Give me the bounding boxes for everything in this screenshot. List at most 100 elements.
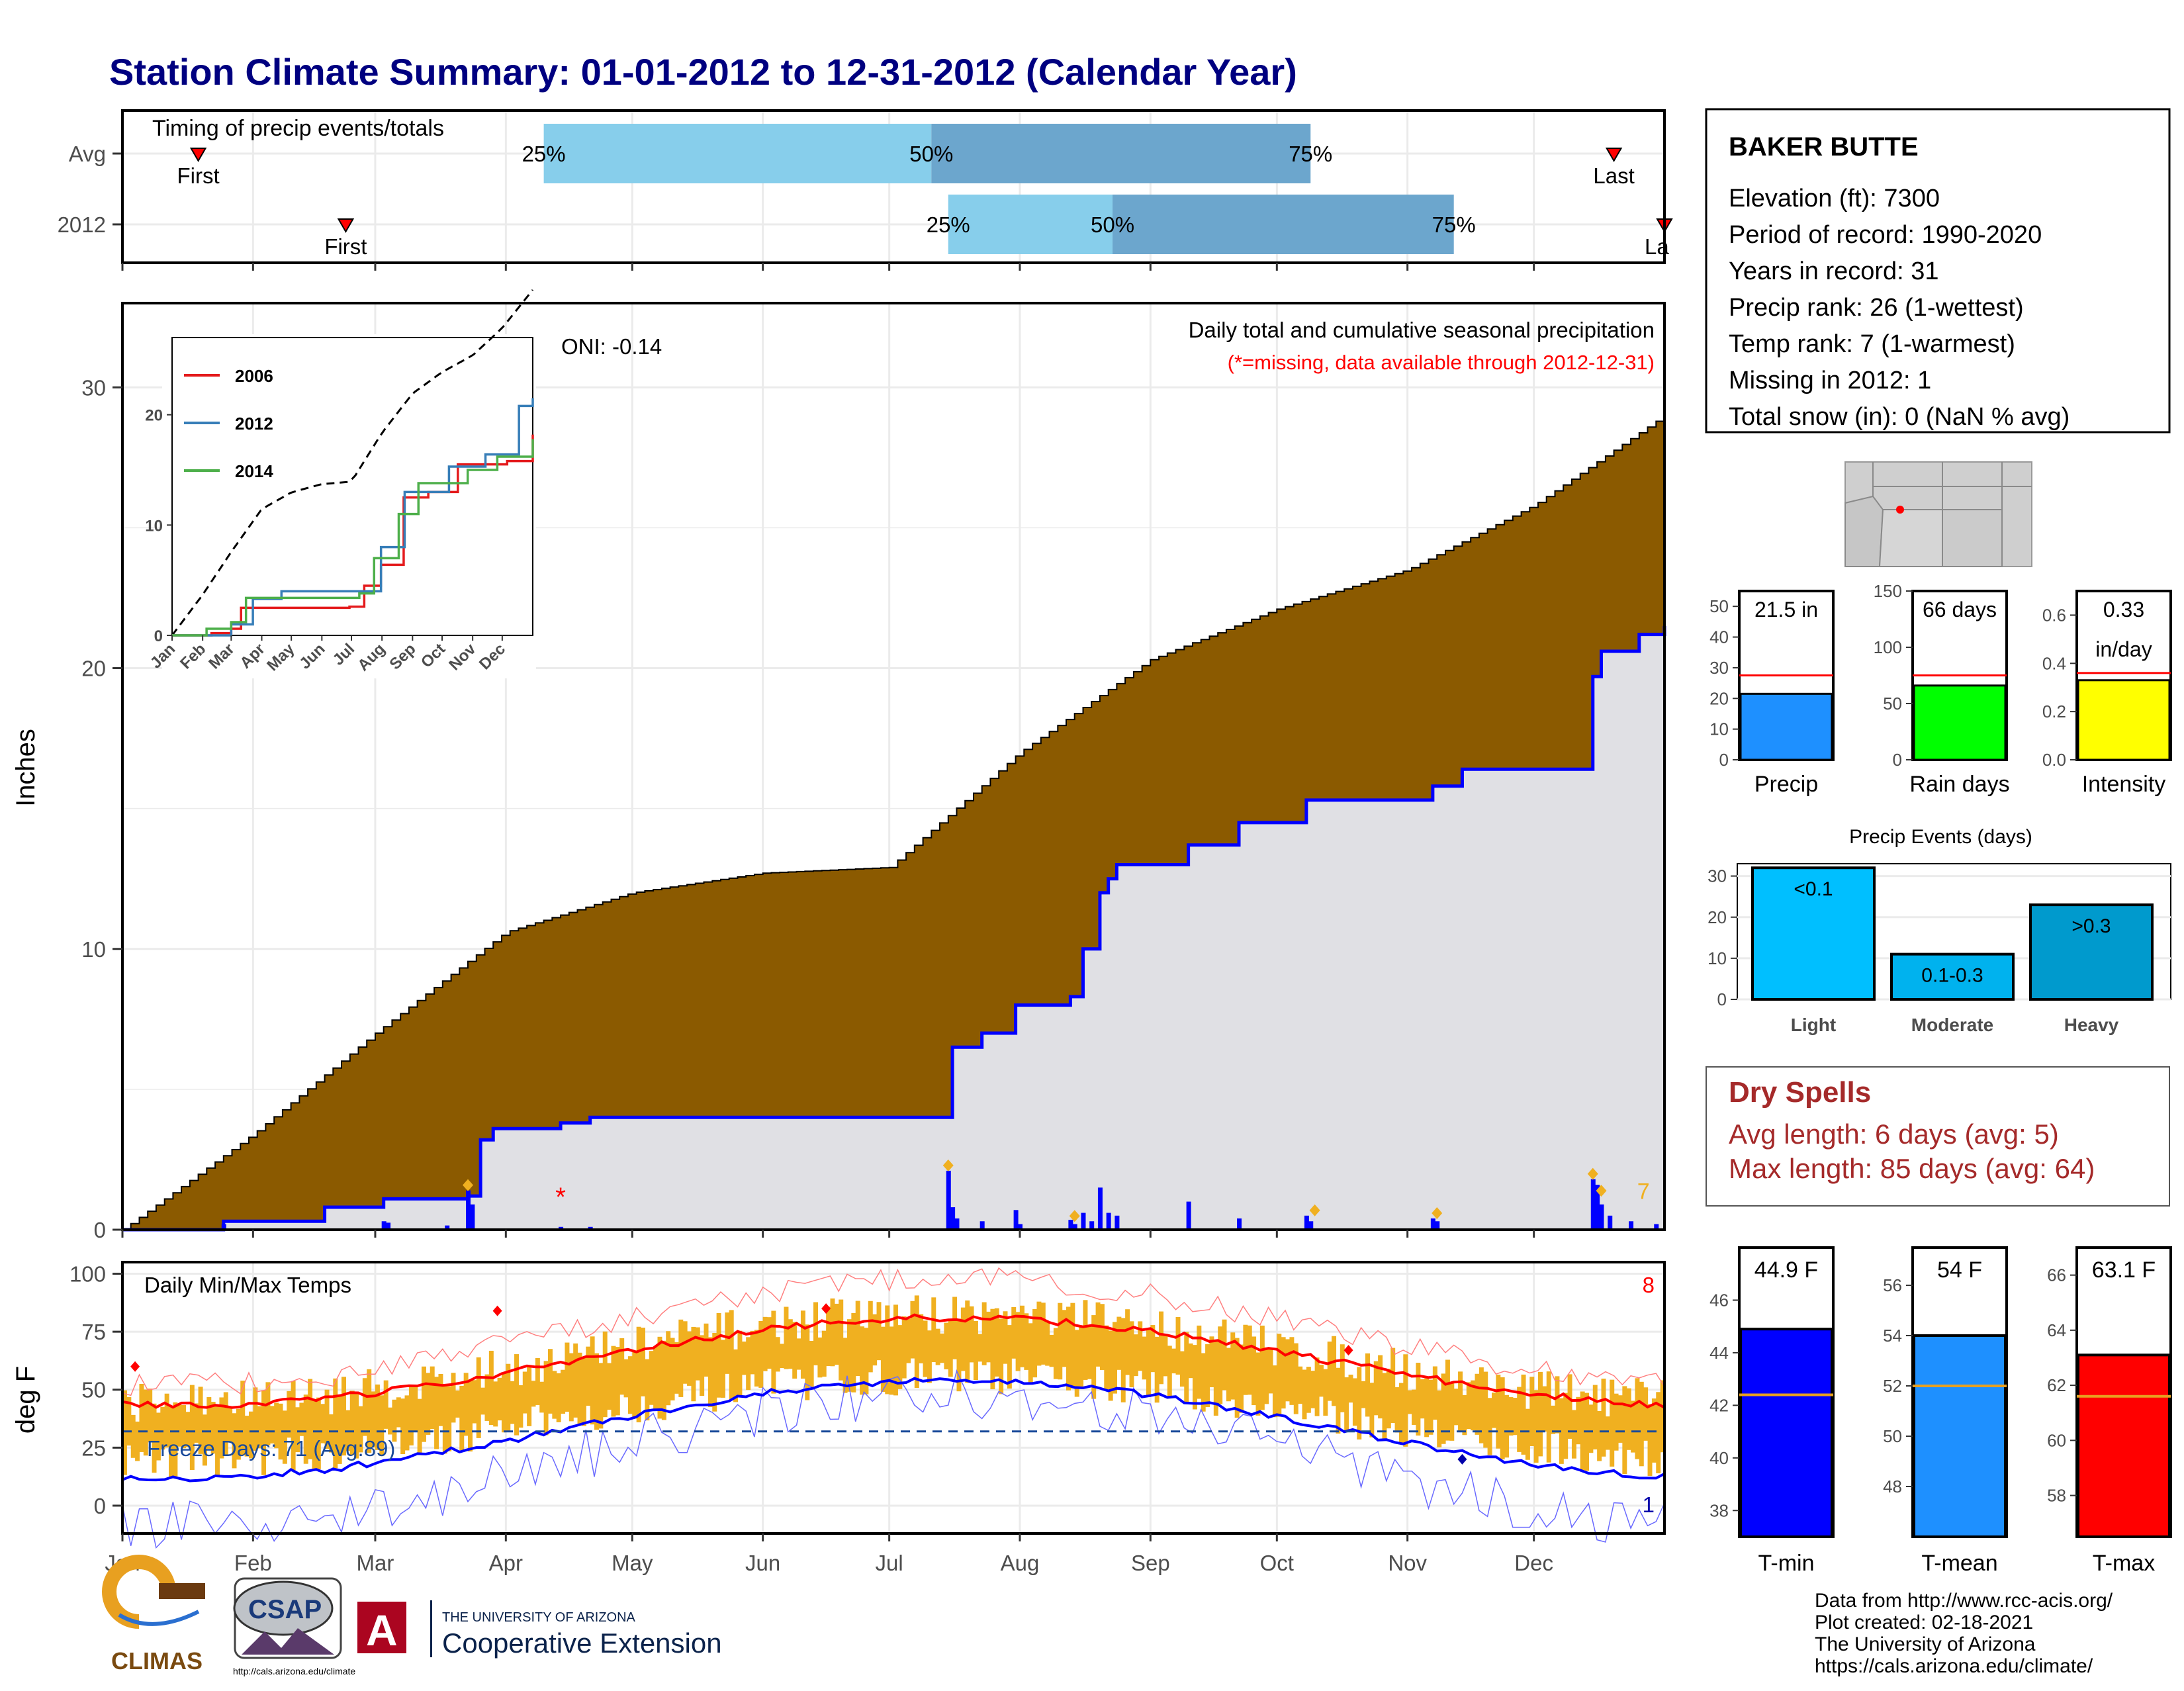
daily-temp-range-bar xyxy=(442,1385,447,1454)
daily-temp-range-bar xyxy=(901,1316,907,1379)
daily-temp-range-bar xyxy=(408,1386,414,1445)
ua-logo-small-text: THE UNIVERSITY OF ARIZONA xyxy=(442,1610,636,1625)
daily-temp-range-bar xyxy=(1479,1367,1484,1443)
daily-temp-range-bar xyxy=(700,1335,705,1396)
daily-temp-range-bar xyxy=(215,1405,220,1477)
daily-temp-range-bar xyxy=(910,1301,915,1359)
mini-bar-y-tick-label: 40 xyxy=(1709,627,1729,647)
daily-temp-range-bar xyxy=(1024,1313,1029,1370)
daily-temp-range-bar xyxy=(396,1397,401,1428)
footer-credits: Data from http://www.rcc-acis.org/ Plot … xyxy=(1815,1590,2113,1677)
daily-temp-range-bar xyxy=(1369,1383,1375,1438)
mini-bar-category-label: Rain days xyxy=(1909,772,2009,797)
daily-temp-range-bar xyxy=(1483,1371,1488,1448)
daily-temp-range-bar xyxy=(868,1301,873,1373)
daily-temp-range-bar xyxy=(143,1389,148,1456)
temp-bar-y-tick-label: 44 xyxy=(1709,1343,1729,1363)
daily-temp-range-bar xyxy=(1058,1303,1063,1380)
month-label-dec: Dec xyxy=(1514,1551,1553,1575)
daily-temp-range-bar xyxy=(577,1352,582,1424)
daily-temp-range-bar xyxy=(122,1390,127,1475)
precip-plot-border xyxy=(121,302,1666,1231)
temp-bar-y-tick-label: 64 xyxy=(2047,1320,2066,1340)
daily-temp-range-bar xyxy=(518,1385,523,1428)
daily-temp-range-bar xyxy=(1546,1371,1551,1463)
daily-temp-range-bar xyxy=(1074,1330,1079,1397)
month-label-mar: Mar xyxy=(357,1551,394,1575)
daily-temp-range-bar xyxy=(1500,1377,1505,1460)
precip-caption: Daily total and cumulative seasonal prec… xyxy=(1189,318,1655,342)
daily-temp-range-bar xyxy=(189,1385,195,1470)
heavy-event-marker xyxy=(1596,1185,1607,1197)
temp-bar-y-tick-label: 50 xyxy=(1883,1426,1902,1446)
daily-temp-range-bar xyxy=(480,1387,486,1415)
daily-temp-range-bar xyxy=(1272,1365,1277,1418)
daily-temp-range-bar xyxy=(349,1391,355,1455)
daily-temp-range-bar xyxy=(354,1391,359,1459)
daily-temp-range-bar xyxy=(914,1295,919,1389)
daily-temp-range-bar xyxy=(1471,1380,1476,1431)
daily-temp-range-bar xyxy=(1184,1332,1189,1404)
daily-temp-range-bar xyxy=(1626,1388,1631,1450)
daily-precip-bar xyxy=(1072,1224,1077,1230)
precip-events-y-tick-label: 0 xyxy=(1717,989,1727,1009)
daily-temp-range-bar xyxy=(1517,1387,1522,1452)
daily-temp-range-bar xyxy=(1475,1373,1480,1435)
daily-temp-range-bar xyxy=(1163,1335,1168,1377)
daily-temp-range-bar xyxy=(413,1386,418,1432)
daily-temp-range-bar xyxy=(800,1310,805,1379)
temp-bar-y-tick-label: 56 xyxy=(1883,1275,1902,1295)
daily-temp-range-bar xyxy=(1104,1325,1109,1390)
daily-temp-range-bar xyxy=(615,1347,620,1416)
daily-temp-range-bar xyxy=(1032,1308,1038,1378)
daily-temp-range-bar xyxy=(164,1393,169,1448)
month-label-jun: Jun xyxy=(745,1551,780,1575)
daily-temp-range-bar xyxy=(312,1399,317,1469)
precip-y-axis-label: Inches xyxy=(11,729,40,807)
daily-temp-range-bar xyxy=(308,1379,313,1459)
daily-temp-range-bar xyxy=(855,1301,860,1377)
daily-temp-range-bar xyxy=(1138,1321,1143,1371)
mini-bar-value xyxy=(2077,679,2171,761)
temp-bar-y-tick-label: 38 xyxy=(1709,1500,1729,1520)
daily-temp-range-bar xyxy=(522,1371,527,1414)
temp-y-tick-label: 50 xyxy=(81,1378,106,1402)
daily-temp-range-bar xyxy=(1323,1369,1328,1416)
daily-temp-range-bar xyxy=(885,1305,890,1394)
daily-precip-bar xyxy=(950,1207,956,1230)
daily-temp-range-bar xyxy=(1142,1336,1147,1380)
daily-temp-range-bar xyxy=(527,1365,532,1426)
daily-temp-range-bar xyxy=(287,1391,292,1438)
daily-temp-range-bar xyxy=(952,1297,958,1359)
daily-precip-bar xyxy=(470,1204,475,1230)
daily-temp-range-bar xyxy=(775,1337,780,1372)
daily-temp-range-bar xyxy=(194,1403,199,1443)
daily-temp-range-bar xyxy=(130,1414,136,1458)
ua-logo-letter: A xyxy=(366,1606,398,1655)
daily-temp-range-bar xyxy=(636,1326,641,1423)
daily-temp-range-bar xyxy=(240,1381,246,1455)
mini-bar-y-tick-label: 100 xyxy=(1874,637,1902,657)
mini-bar-y-tick-label: 0.4 xyxy=(2042,653,2066,673)
csap-logo-url: http://cals.arizona.edu/climate xyxy=(233,1666,355,1676)
station-temp-rank: Temp rank: 7 (1-warmest) xyxy=(1729,330,2015,358)
daily-temp-range-bar xyxy=(893,1304,898,1396)
daily-temp-range-bar xyxy=(126,1396,132,1446)
daily-temp-range-bar xyxy=(569,1353,574,1422)
daily-temp-range-bar xyxy=(1150,1325,1156,1373)
precip-events-bar-moderate xyxy=(1890,952,2015,1001)
daily-temp-range-bar xyxy=(1179,1351,1185,1387)
daily-temp-range-bar xyxy=(430,1366,435,1429)
daily-temp-range-bar xyxy=(388,1407,393,1435)
daily-temp-range-bar xyxy=(274,1402,279,1449)
daily-temp-range-bar xyxy=(1643,1387,1649,1441)
daily-temp-range-bar xyxy=(813,1302,819,1365)
daily-temp-range-bar xyxy=(135,1421,140,1461)
daily-precip-bar xyxy=(1595,1185,1600,1230)
month-label-may: May xyxy=(612,1551,653,1575)
daily-temp-range-bar xyxy=(1302,1369,1307,1420)
daily-temp-range-bar xyxy=(1512,1398,1518,1436)
daily-temp-range-bar xyxy=(139,1383,144,1452)
daily-precip-bar xyxy=(1435,1221,1440,1230)
